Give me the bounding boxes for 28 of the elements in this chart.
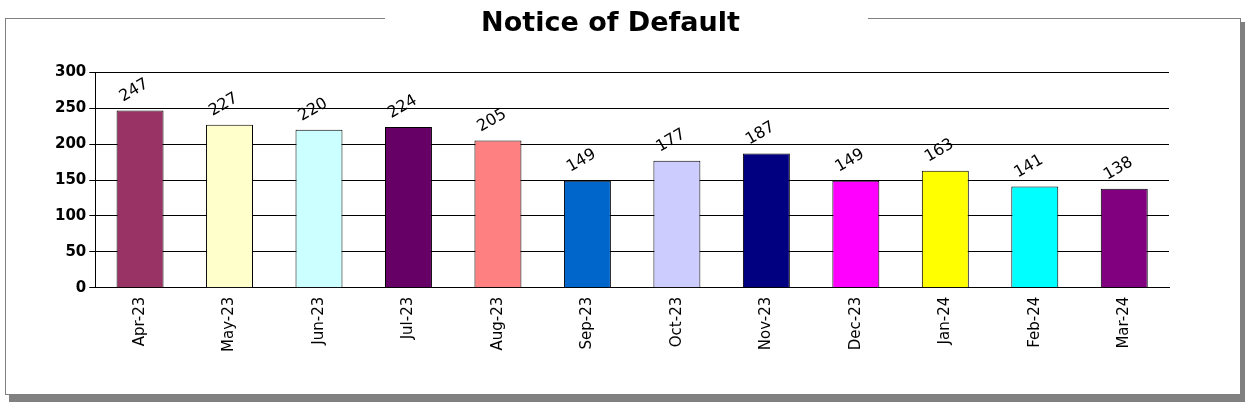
x-tick-label: Oct-23 <box>666 296 685 348</box>
y-tick-label: 250 <box>55 98 87 117</box>
x-tick-label: Jun-23 <box>308 296 327 346</box>
y-tick-label: 150 <box>55 169 87 188</box>
chart-title: Notice of Default <box>481 6 740 38</box>
y-tick-label: 100 <box>55 205 87 224</box>
x-tick-label: Dec-23 <box>845 296 864 351</box>
data-label: 149 <box>562 143 599 176</box>
data-label: 247 <box>115 73 152 106</box>
x-tick-label: Feb-24 <box>1024 296 1043 348</box>
y-tick-label: 300 <box>55 62 87 81</box>
x-tick-label: May-23 <box>219 296 238 352</box>
data-label: 141 <box>1010 149 1047 182</box>
y-tick-label: 200 <box>55 134 87 153</box>
x-tick-label: Mar-24 <box>1114 296 1133 349</box>
data-label: 177 <box>652 123 689 156</box>
x-tick-label: Apr-23 <box>129 296 148 347</box>
x-tick-label: Jul-23 <box>398 296 417 341</box>
x-tick-label: Sep-23 <box>577 296 596 350</box>
y-tick-label: 0 <box>75 277 87 296</box>
data-label: 205 <box>473 103 510 136</box>
x-tick-label: Jan-24 <box>935 296 954 346</box>
data-label: 138 <box>1099 151 1136 184</box>
y-tick-label: 50 <box>65 241 87 260</box>
x-tick-label: Aug-23 <box>487 296 506 351</box>
data-label: 149 <box>831 143 868 176</box>
data-label: 187 <box>741 116 778 149</box>
x-tick-label: Nov-23 <box>756 296 775 351</box>
